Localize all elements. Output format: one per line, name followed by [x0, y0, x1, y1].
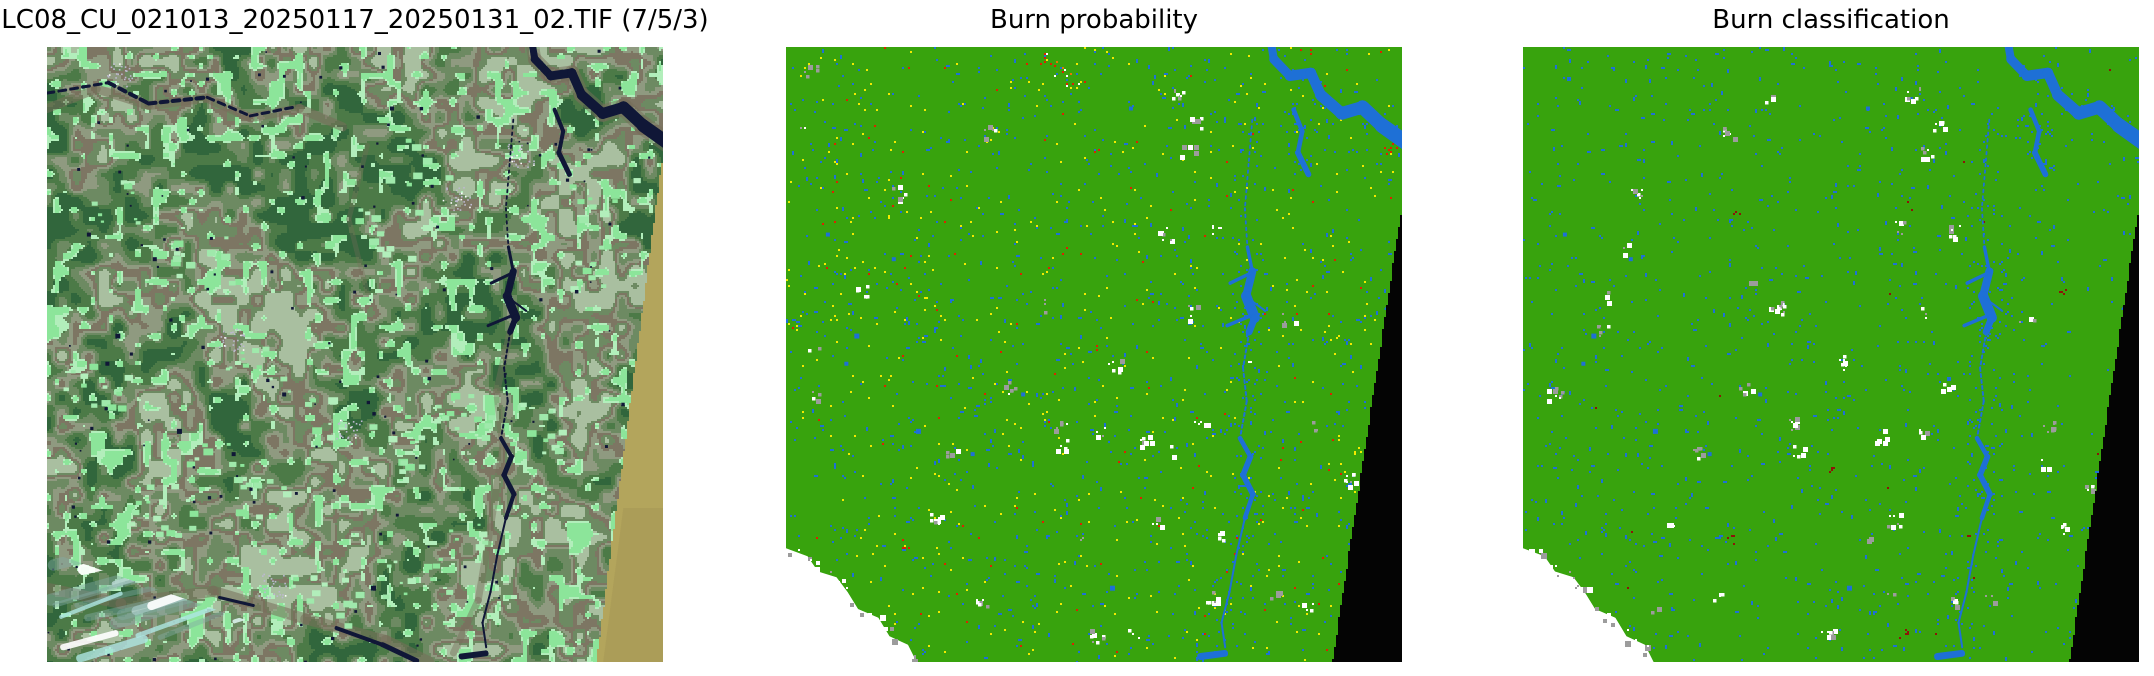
panel-title-satellite: LC08_CU_021013_20250117_20250131_02.TIF … — [1, 5, 709, 35]
burn-probability-map-canvas — [786, 47, 1402, 662]
satellite-image-canvas — [47, 47, 663, 662]
burn-classification-map-canvas — [1523, 47, 2139, 662]
panel-title-burn-classification: Burn classification — [1712, 5, 1950, 35]
panel-title-burn-probability: Burn probability — [989, 5, 1199, 35]
